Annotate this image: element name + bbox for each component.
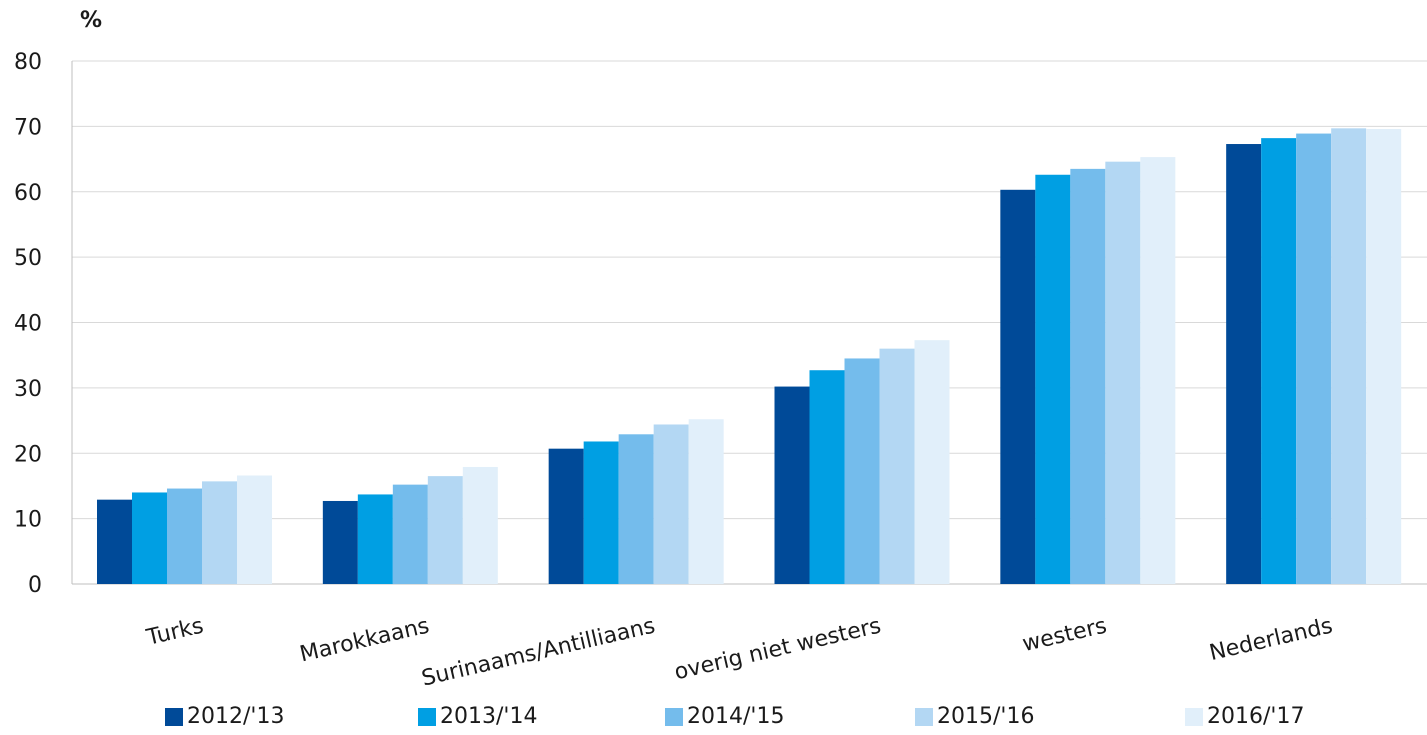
bar: [914, 340, 950, 584]
chart-legend: 2012/'13 2013/'14 2014/'15 2015/'16 2016/'17: [0, 704, 1427, 734]
y-tick-label: 10: [14, 508, 42, 533]
legend-swatch: [665, 707, 683, 726]
bar: [427, 476, 463, 584]
legend-item: 2013/'14: [418, 704, 537, 729]
bar: [132, 492, 167, 584]
y-tick-label: 40: [14, 312, 42, 337]
bar: [879, 348, 915, 584]
bar: [1296, 133, 1332, 584]
bar: [202, 481, 237, 584]
legend-label: 2012/'13: [187, 704, 285, 729]
legend-label: 2013/'14: [440, 704, 538, 729]
bar: [1261, 138, 1297, 584]
bar: [167, 488, 202, 584]
y-axis-unit-label: %: [80, 8, 103, 33]
legend-label: 2015/'16: [937, 704, 1035, 729]
bar: [653, 424, 689, 584]
x-tick-label: overig niet westers: [672, 613, 883, 685]
legend-swatch: [165, 707, 183, 726]
legend-item: 2016/'17: [1185, 704, 1304, 729]
bar: [392, 484, 428, 584]
bar: [774, 386, 810, 584]
legend-item: 2015/'16: [915, 704, 1034, 729]
bar: [1000, 189, 1036, 584]
bar: [1140, 157, 1176, 584]
bar: [548, 448, 584, 584]
legend-swatch: [1185, 707, 1203, 726]
y-tick-label: 60: [14, 181, 42, 206]
bar: [1070, 168, 1106, 584]
legend-swatch: [915, 707, 933, 726]
legend-item: 2014/'15: [665, 704, 784, 729]
bar: [688, 419, 724, 584]
y-tick-label: 50: [14, 246, 42, 271]
bar: [1226, 144, 1262, 584]
bar: [1105, 161, 1141, 585]
legend-label: 2016/'17: [1207, 704, 1305, 729]
legend-item: 2012/'13: [165, 704, 284, 729]
x-tick-label: Marokkaans: [297, 613, 431, 667]
bar: [462, 466, 498, 584]
bar: [1331, 128, 1367, 584]
bar: [844, 358, 880, 584]
bar: [237, 475, 272, 584]
y-tick-label: 20: [14, 442, 42, 467]
bar: [322, 500, 358, 584]
bar: [357, 494, 393, 584]
legend-label: 2014/'15: [687, 704, 785, 729]
x-tick-label: Surinaams/Antilliaans: [419, 613, 657, 691]
bar: [809, 370, 845, 584]
y-tick-label: 80: [14, 50, 42, 75]
y-tick-label: 0: [28, 573, 42, 598]
bar: [618, 434, 654, 584]
x-tick-label: westers: [1020, 613, 1109, 657]
bar: [1366, 128, 1402, 585]
x-tick-label: Turks: [143, 613, 205, 650]
bar: [583, 441, 619, 584]
bar-chart: 0 10 20 30 40 50 60 70 80 Turks MarokkaansSurinaam…: [14, 50, 1427, 692]
bar: [1035, 174, 1071, 584]
y-tick-label: 30: [14, 377, 42, 402]
x-tick-label: Nederlands: [1207, 613, 1335, 666]
y-tick-label: 70: [14, 115, 42, 140]
legend-swatch: [418, 707, 436, 726]
bar: [97, 499, 132, 584]
